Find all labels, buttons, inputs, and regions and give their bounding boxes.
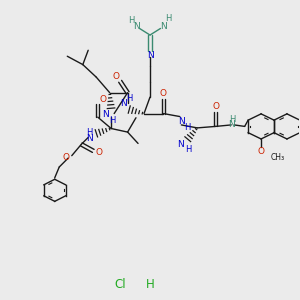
Text: O: O — [160, 89, 167, 98]
Text: H: H — [146, 278, 154, 291]
Text: N: N — [228, 120, 235, 129]
Text: H: H — [128, 16, 135, 25]
Text: O: O — [112, 72, 119, 81]
Text: N: N — [86, 134, 93, 143]
Text: N: N — [178, 117, 185, 126]
Text: N: N — [160, 22, 167, 31]
Text: O: O — [258, 147, 265, 156]
Text: H: H — [126, 94, 132, 103]
Text: N: N — [133, 22, 140, 31]
Text: N: N — [102, 110, 109, 119]
Text: H: H — [184, 122, 190, 131]
Text: H: H — [185, 145, 191, 154]
Text: N: N — [177, 140, 184, 148]
Text: H: H — [229, 115, 236, 124]
Text: O: O — [100, 95, 106, 104]
Text: H: H — [165, 14, 172, 23]
Text: Cl: Cl — [114, 278, 126, 291]
Text: O: O — [95, 148, 102, 157]
Text: CH₃: CH₃ — [271, 153, 285, 162]
Text: N: N — [120, 99, 127, 108]
Text: O: O — [63, 153, 70, 162]
Text: O: O — [212, 103, 219, 112]
Text: N: N — [147, 50, 153, 59]
Text: H: H — [86, 128, 93, 137]
Text: H: H — [110, 116, 116, 124]
